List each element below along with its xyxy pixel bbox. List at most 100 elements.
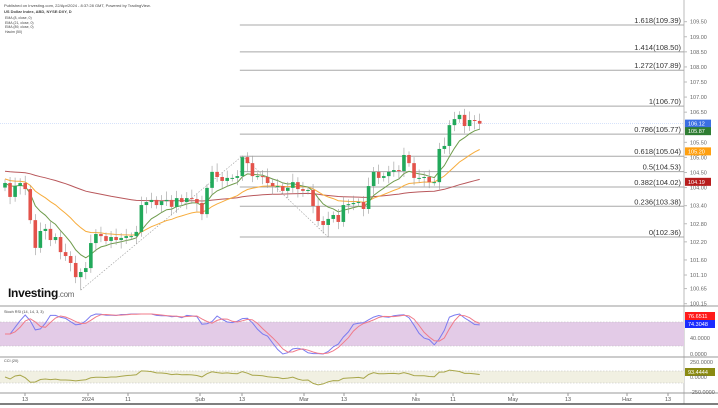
candle-up (432, 182, 437, 184)
candle-up (18, 183, 22, 187)
time-tick-label: May (508, 397, 519, 403)
candle-up (185, 198, 189, 203)
candle-up (467, 120, 472, 127)
candle-up (78, 272, 83, 278)
time-tick-label: 13 (565, 397, 571, 403)
legend-volume[interactable]: Hacim (50) (5, 29, 23, 34)
candle-down (23, 183, 27, 190)
price-tick-label: 109.00 (690, 35, 707, 41)
candle-up (351, 202, 356, 205)
candle-down (265, 177, 270, 184)
candle-down (477, 120, 482, 124)
cci-line (4, 369, 480, 386)
time-tick-label: 11 (450, 397, 456, 403)
price-tag (685, 147, 711, 156)
price-tick-label: 107.00 (690, 95, 707, 101)
candle-down (462, 114, 467, 127)
investing-logo: Investing.com (8, 286, 74, 300)
fib-level-label: 1.618(109.39) (634, 16, 681, 25)
time-tick-label: 13 (239, 397, 245, 403)
candle-up (422, 177, 426, 179)
price-tick-label: 102.80 (690, 222, 707, 228)
candle-up (255, 176, 260, 178)
candle-up (286, 187, 290, 191)
stoch-d-line (5, 313, 480, 355)
candle-down (195, 199, 199, 203)
time-tick-label: 11 (125, 397, 131, 403)
price-tick-label: 100.65 (690, 287, 707, 293)
candle-up (452, 119, 457, 126)
fib-level-label: 0.786(105.77) (634, 125, 681, 134)
candle-up (387, 171, 391, 177)
cci-value-label: 93.4444 (688, 370, 708, 376)
candle-down (260, 176, 265, 178)
cci-title: CCI (20) (4, 359, 19, 363)
candle-down (68, 256, 73, 263)
price-tick-label: 107.50 (690, 80, 707, 86)
candle-down (245, 157, 250, 164)
stoch-value-label: 74.3048 (688, 322, 708, 328)
price-tag-label: 106.12 (688, 122, 705, 128)
price-tick-label: 104.50 (690, 170, 707, 176)
cci-tick-label: 0.0000 (690, 375, 707, 381)
candle-down (397, 170, 401, 172)
logo-brand: Investing (8, 286, 58, 300)
ema-mid-line (4, 149, 480, 236)
fib-level-label: 1(106.70) (649, 97, 682, 106)
time-tick-label: Mar (299, 397, 309, 403)
candle-down (301, 189, 305, 191)
candle-down (472, 120, 477, 122)
cci-value-tag (685, 368, 715, 376)
candle-down (154, 199, 159, 206)
candle-up (442, 145, 447, 149)
candle-down (200, 202, 204, 215)
candle-up (291, 182, 295, 188)
fib-level-label: 0(102.36) (649, 228, 682, 237)
fib-level-label: 0.5(104.53) (643, 163, 682, 172)
candle-up (164, 199, 169, 202)
candle-down (215, 171, 219, 178)
candle-up (144, 202, 149, 206)
candle-down (280, 186, 285, 191)
legend-ema-slow[interactable]: EMA (89, close, 0) (5, 25, 34, 29)
price-tag (685, 127, 711, 136)
candle-up (381, 176, 386, 178)
price-tick-label: 105.50 (690, 140, 707, 146)
candle-up (109, 237, 113, 241)
price-tick-label: 103.40 (690, 204, 707, 210)
price-tick-label: 108.50 (690, 50, 707, 56)
candle-down (33, 220, 38, 248)
candle-up (447, 125, 452, 146)
time-tick-label: 13 (341, 397, 347, 403)
published-note: Published on Investing.com, 22/Apr/2024 … (4, 3, 151, 8)
price-tick-label: 100.15 (690, 302, 707, 308)
candle-down (63, 252, 68, 257)
candle-up (124, 236, 128, 238)
stoch-tick-label: 40.0000 (690, 336, 710, 342)
candle-up (13, 186, 17, 197)
legend-ema-mid[interactable]: EMA (21, close, 0) (5, 20, 34, 25)
time-tick-label: 2024 (82, 397, 94, 403)
candle-down (321, 221, 325, 225)
candle-up (174, 198, 179, 207)
candle-up (457, 114, 462, 120)
stoch-k-line (5, 313, 480, 355)
candle-up (341, 205, 346, 222)
legend-ema-fast[interactable]: EMA (8, close, 0) (5, 16, 32, 20)
stoch-band (0, 322, 684, 346)
candle-down (311, 189, 315, 206)
candle-up (53, 237, 58, 241)
price-tick-label: 109.50 (690, 20, 707, 26)
candle-up (437, 148, 442, 183)
candle-up (159, 201, 164, 206)
candle-down (427, 177, 431, 183)
stoch-tick-label: 0.0000 (690, 352, 707, 358)
fib-level-label: 0.618(105.04) (634, 147, 681, 156)
candle-up (129, 236, 134, 238)
candle-up (119, 237, 123, 241)
price-tick-label: 101.10 (690, 273, 707, 279)
price-tag-label: 104.19 (688, 180, 705, 186)
candle-down (412, 163, 416, 178)
cci-tick-label: 250.0000 (690, 360, 713, 366)
